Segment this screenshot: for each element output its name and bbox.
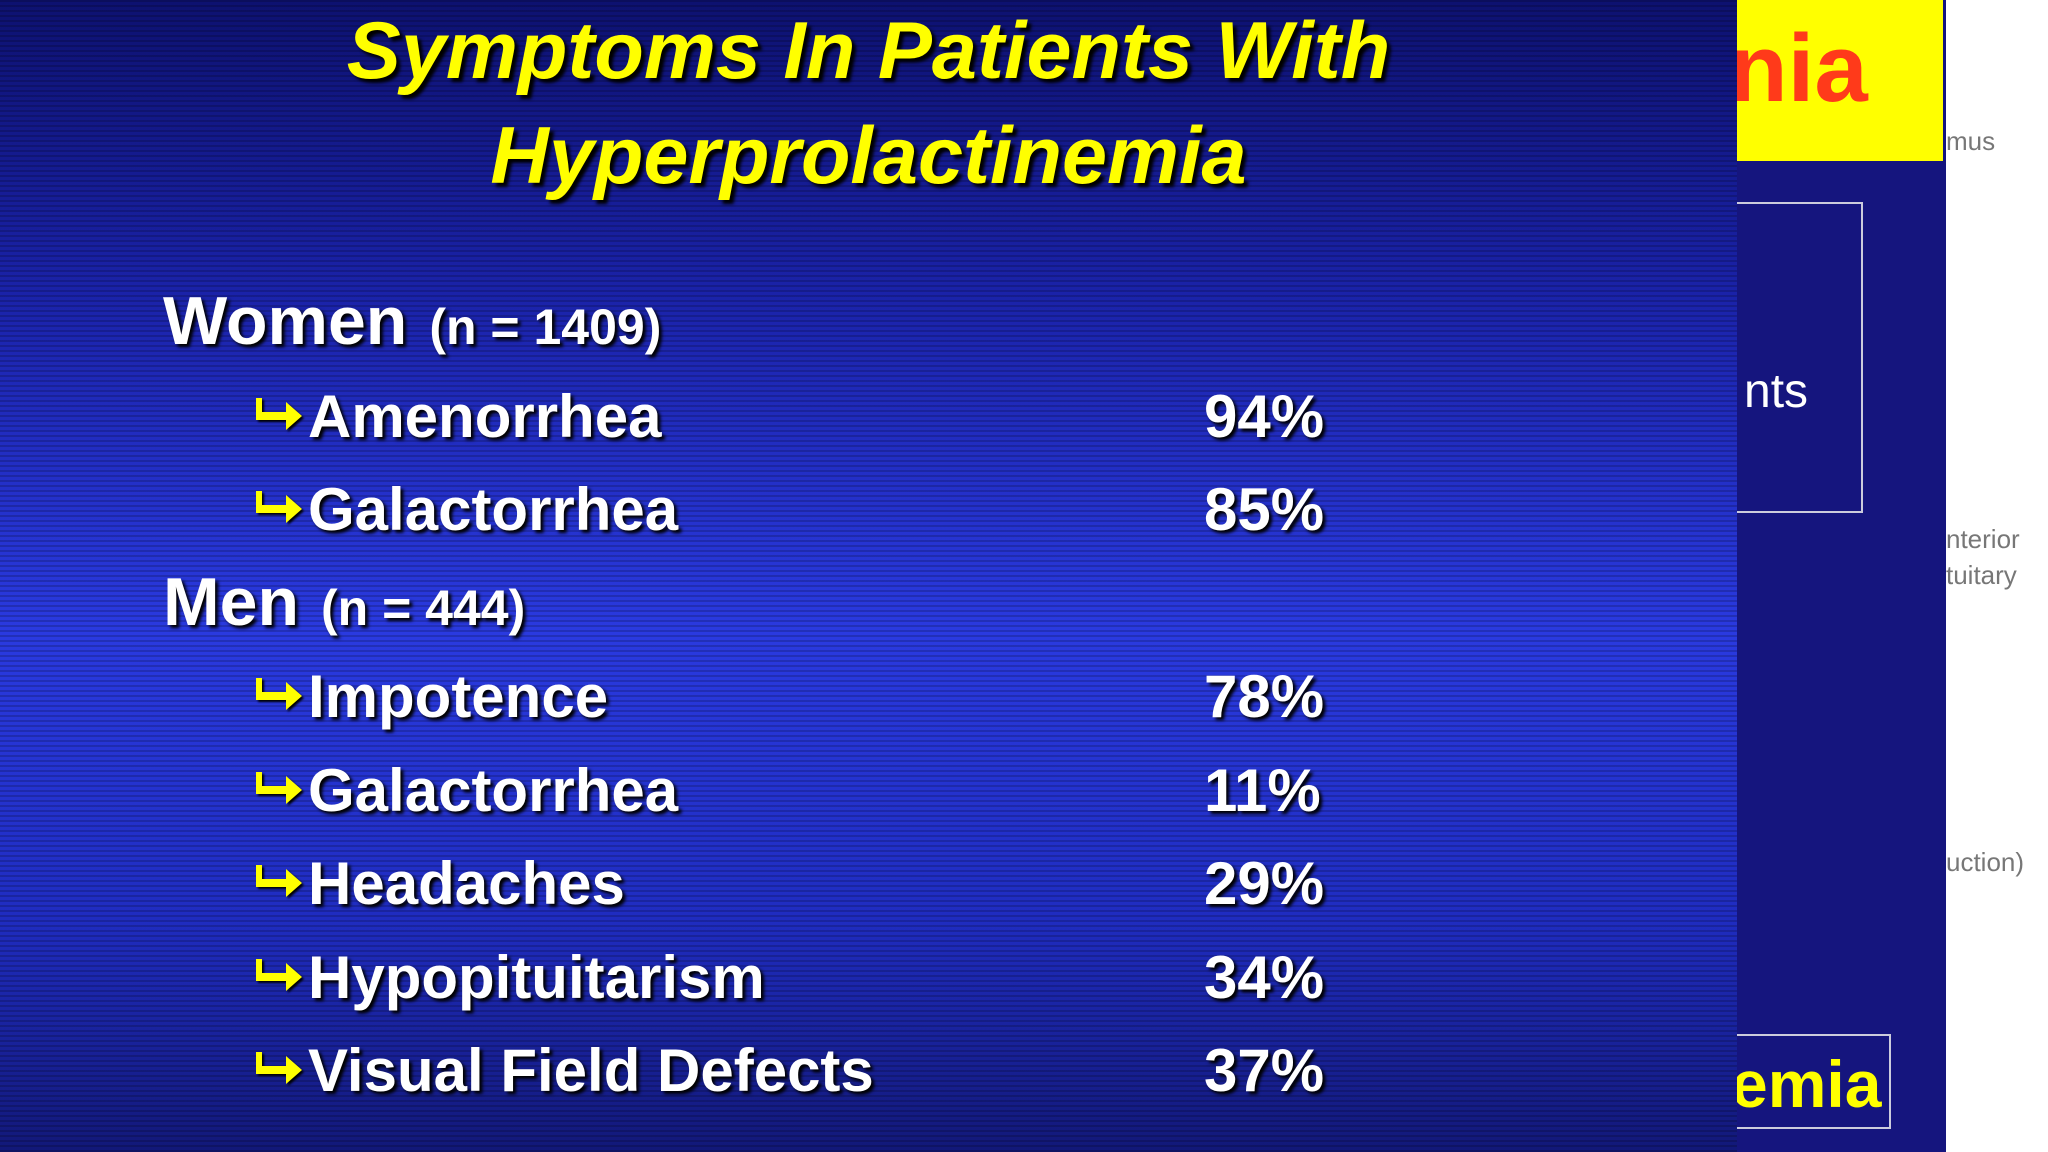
symptom-percent: 29%	[1204, 850, 1325, 917]
side-note: uction)	[1946, 847, 2025, 877]
symptom-percent: 37%	[1204, 1037, 1325, 1104]
slide: Symptoms In Patients With Hyperprolactin…	[0, 0, 1737, 1152]
footer-fragment: emia	[1737, 1047, 1882, 1121]
group-heading: Women (n = 1409)	[163, 282, 661, 360]
background-slide: nia nts emia	[1737, 0, 1946, 1152]
symptom-name: Galactorrhea	[308, 756, 679, 824]
bullet-arrow	[256, 771, 302, 804]
symptom-percent: 11%	[1204, 756, 1321, 824]
symptom-percent: 78%	[1204, 663, 1325, 730]
title-box	[1737, 0, 1943, 161]
group-n: (n = 444)	[321, 579, 526, 636]
box-text: nts	[1744, 365, 1809, 418]
bullet-arrow	[256, 397, 302, 430]
symptom-name: Visual Field Defects	[308, 1037, 874, 1104]
bullet-arrow	[256, 865, 302, 897]
symptom-percent: 34%	[1204, 943, 1325, 1011]
bullet-arrow	[256, 1052, 302, 1084]
footer-box	[1737, 1034, 1891, 1129]
title-line: Symptoms In Patients With	[346, 6, 1391, 96]
symptom-name: Impotence	[308, 663, 609, 730]
group-n: (n = 1409)	[429, 299, 662, 355]
side-note: tuitary	[1946, 560, 2017, 590]
bullet-arrow	[256, 491, 302, 523]
group-label: Men	[163, 563, 299, 640]
title-line: Hyperprolactinemia	[490, 111, 1247, 201]
side-note: nterior	[1946, 524, 2020, 554]
symptom-percent: 94%	[1204, 382, 1325, 450]
group-label: Women	[163, 283, 408, 359]
symptom-name: Headaches	[308, 850, 625, 917]
text-box	[1737, 202, 1863, 513]
group-heading: Men (n = 444)	[163, 563, 525, 641]
bullet-arrow	[256, 958, 302, 991]
side-note: mus	[1946, 126, 1996, 156]
symptom-name: Galactorrhea	[308, 476, 679, 543]
symptom-percent: 85%	[1204, 476, 1325, 543]
title-fragment: nia	[1737, 15, 1868, 122]
symptom-name: Hypopituitarism	[308, 943, 765, 1011]
symptom-name: Amenorrhea	[308, 382, 662, 450]
bullet-arrow	[256, 678, 302, 710]
